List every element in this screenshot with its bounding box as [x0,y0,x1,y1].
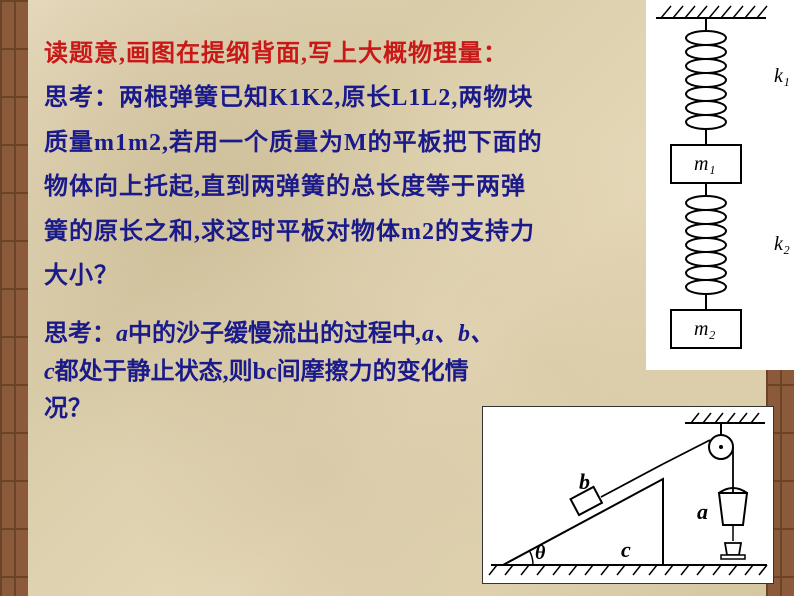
t8: ,若用一个质量为 [162,130,344,156]
t22: 中的沙子缓慢流出的过程中 [128,321,416,347]
t21: a [116,321,128,347]
label-theta: θ [535,542,546,564]
t27: 间摩擦力的变化情 [277,359,469,385]
label-b: b [579,469,590,494]
t11: 簧的原长之和,求这时平板对物体 [44,219,401,245]
t4: L1L2 [391,85,451,111]
t2: K1K2 [269,85,334,111]
label-k2: k₂ [774,233,790,255]
t7: m1m2 [94,130,162,156]
t6: 质量 [44,130,94,156]
label-k1: k₁ [774,65,790,87]
t5: ,两物块 [451,85,533,111]
label-a: a [697,499,708,524]
t24: c [44,359,55,385]
t3: ,原长 [334,85,391,111]
t26: bc [253,359,277,385]
t25: 都处于静止状态,则 [55,359,253,385]
incline-diagram: a b c θ [482,406,774,584]
label-m2: m₂ [694,318,715,340]
t12: m2 [401,219,435,245]
t28: 况？ [44,396,92,422]
label-c: c [621,537,631,562]
t20: 思考： [44,321,116,347]
t9: M [344,130,368,156]
spring-diagram: k₁ m₁ k₂ m₂ [646,0,794,370]
t1: 思考：两根弹簧已知 [44,85,269,111]
label-m1: m₁ [694,153,715,175]
t13: 的支持力 [435,219,535,245]
t23: ,a、b、 [416,321,494,347]
t10: 的平板把下面的 [368,130,543,156]
